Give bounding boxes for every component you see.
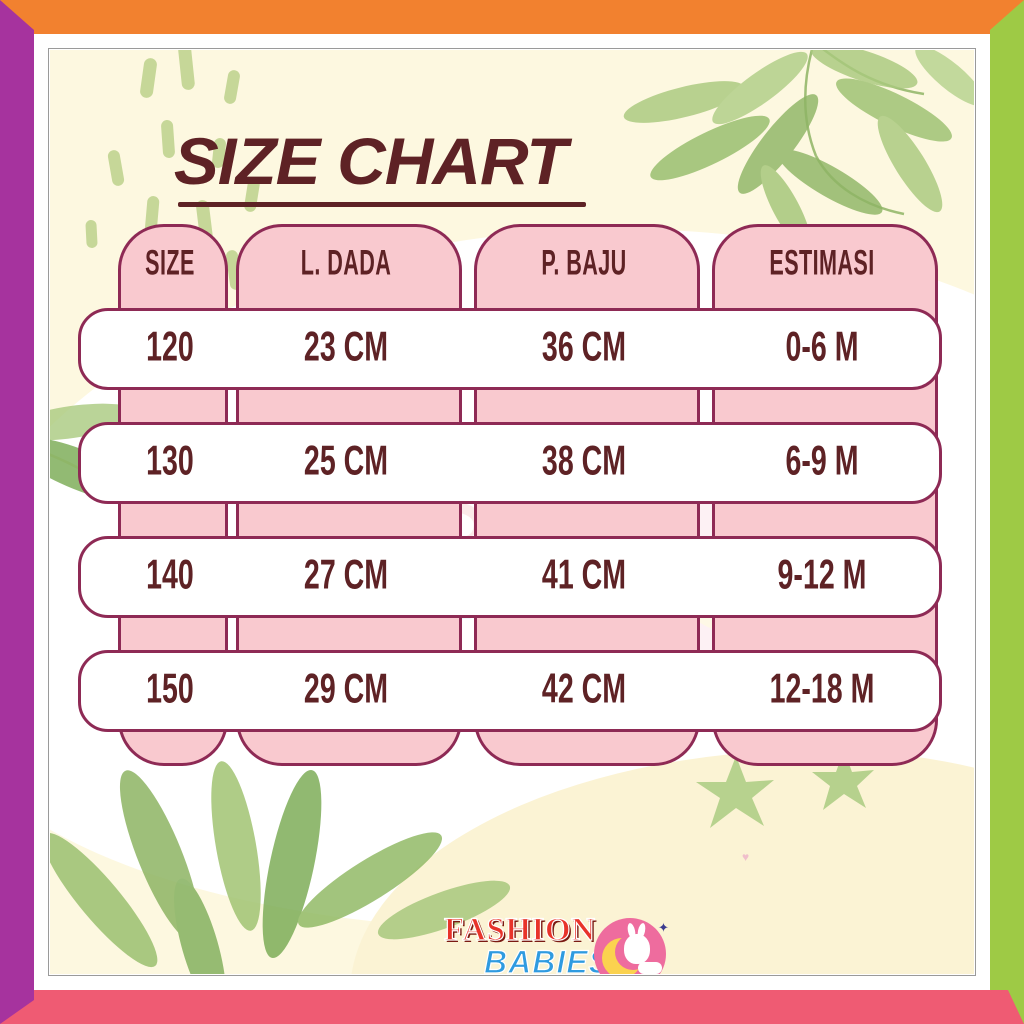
frame-edge-left <box>0 0 34 1024</box>
page-title: SIZE CHART <box>174 128 586 207</box>
cell-size: 120 <box>146 323 194 371</box>
frame-edge-top <box>0 0 1024 34</box>
bunny-ear-left-icon <box>626 922 637 940</box>
poster-canvas: ♥ ✦ ♥ FASHION BABIES SIZE CHART SIZE L. … <box>50 50 974 974</box>
title-underline <box>178 202 586 207</box>
cell-estimate: 9-12 M <box>777 551 867 599</box>
cell-length: 36 CM <box>541 323 627 371</box>
table-row <box>78 536 942 618</box>
cell-size: 150 <box>146 665 194 713</box>
bunny-ear-right-icon <box>636 922 647 940</box>
brand-logo-fashion-text: FASHION <box>443 911 596 948</box>
brand-logo-babies-text: BABIES <box>483 943 611 974</box>
sparkle-decor: ♥ <box>742 850 750 864</box>
cell-chest: 27 CM <box>303 551 389 599</box>
cell-chest: 29 CM <box>303 665 389 713</box>
page-title-text: SIZE CHART <box>173 124 568 198</box>
table-row <box>78 650 942 732</box>
cell-estimate: 12-18 M <box>769 665 875 713</box>
size-chart-table: SIZE L. DADA P. BAJU ESTIMASI 120 23 CM … <box>50 50 974 974</box>
table-row <box>78 308 942 390</box>
column-header-length: P. BAJU <box>541 243 627 283</box>
cell-chest: 23 CM <box>303 323 389 371</box>
cell-size: 140 <box>146 551 194 599</box>
frame-edge-right <box>990 0 1024 1024</box>
column-header-size: SIZE <box>145 243 195 283</box>
table-row <box>78 422 942 504</box>
leaf-decor-bottom-icon <box>50 761 511 974</box>
column-header-chest: L. DADA <box>300 243 392 283</box>
cell-estimate: 0-6 M <box>785 323 859 371</box>
column-header-estimate: ESTIMASI <box>769 243 875 283</box>
cell-size: 130 <box>146 437 194 485</box>
bunny-icon <box>624 922 650 964</box>
brand-logo-circle: ✦ <box>594 918 669 974</box>
cell-length: 41 CM <box>541 551 627 599</box>
brand-logo: FASHION BABIES ✦ <box>443 911 674 974</box>
cell-chest: 25 CM <box>303 437 389 485</box>
cloud-icon <box>638 962 662 974</box>
frame-edge-bottom <box>0 990 1024 1024</box>
star-icon: ✦ <box>658 920 669 935</box>
cell-length: 38 CM <box>541 437 627 485</box>
cell-length: 42 CM <box>541 665 627 713</box>
cell-estimate: 6-9 M <box>785 437 859 485</box>
